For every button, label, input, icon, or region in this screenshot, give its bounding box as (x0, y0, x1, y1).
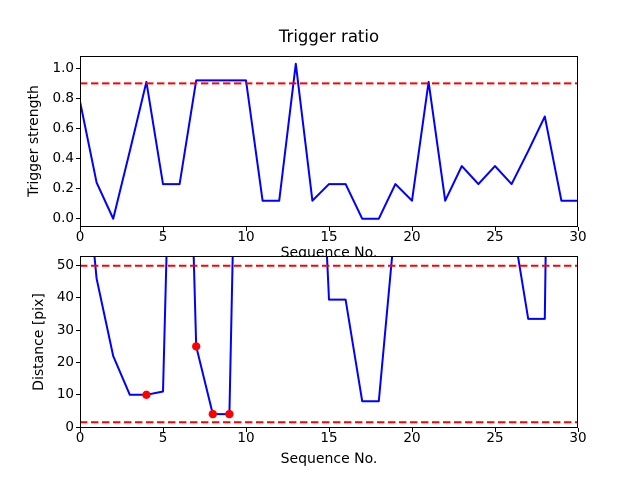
x-tick-mark (79, 227, 81, 231)
y-tick-mark (76, 127, 80, 129)
marker-dot-trigger-events (208, 409, 217, 419)
y-tick-mark (76, 158, 80, 160)
y-tick-label: 0.2 (52, 180, 74, 197)
y-tick-mark (76, 361, 80, 363)
x-tick-mark (494, 227, 496, 231)
x-tick-mark (245, 227, 247, 231)
x-tick-mark (411, 428, 413, 432)
y-tick-mark (76, 297, 80, 299)
x-tick-label: 15 (320, 430, 338, 446)
series-line-distance (93, 256, 547, 416)
axes-spines (80, 56, 578, 227)
y-tick-label: 40 (56, 289, 74, 306)
y-tick-label: 0.0 (52, 210, 74, 227)
y-tick-mark (76, 265, 80, 267)
x-tick-label: 25 (486, 229, 504, 245)
plot-area (80, 56, 578, 227)
marker-dot-trigger-events (225, 409, 234, 419)
x-tick-label: 30 (569, 229, 587, 245)
x-tick-mark (577, 428, 579, 432)
bottom-chart-xlabel: Sequence No. (280, 451, 378, 467)
y-tick-mark (76, 97, 80, 99)
x-tick-label: 25 (486, 430, 504, 446)
x-tick-mark (79, 428, 81, 432)
x-tick-mark (328, 227, 330, 231)
x-tick-mark (411, 227, 413, 231)
series-line-trigger-strength (80, 62, 578, 220)
y-tick-label: 0.8 (52, 89, 74, 106)
x-tick-label: 20 (403, 430, 421, 446)
x-tick-mark (494, 428, 496, 432)
bottom-chart-ylabel: Distance [pix] (31, 293, 47, 391)
x-tick-label: 0 (75, 229, 85, 245)
x-tick-label: 0 (75, 430, 85, 446)
x-tick-mark (577, 227, 579, 231)
axes-spines (80, 256, 578, 428)
y-tick-label: 50 (56, 257, 74, 274)
y-tick-label: 0 (65, 418, 74, 435)
x-tick-label: 30 (569, 430, 587, 446)
x-tick-label: 20 (403, 229, 421, 245)
x-tick-mark (328, 428, 330, 432)
marker-dot-trigger-events (142, 390, 151, 399)
y-tick-label: 30 (56, 321, 74, 338)
y-tick-mark (76, 67, 80, 69)
x-tick-mark (162, 428, 164, 432)
y-tick-label: 10 (56, 386, 74, 403)
y-tick-label: 20 (56, 353, 74, 370)
y-tick-label: 1.0 (52, 59, 74, 76)
y-tick-mark (76, 426, 80, 428)
marker-dot-trigger-events (192, 342, 201, 351)
x-tick-mark (245, 428, 247, 432)
y-tick-mark (76, 394, 80, 396)
x-tick-label: 5 (158, 430, 168, 446)
top-chart-title: Trigger ratio (278, 27, 380, 46)
top-axes-panel (80, 56, 578, 227)
x-tick-label: 15 (320, 229, 338, 245)
y-tick-mark (76, 188, 80, 190)
y-tick-label: 0.4 (52, 150, 74, 167)
x-tick-label: 10 (237, 229, 255, 245)
y-tick-mark (76, 329, 80, 331)
x-tick-label: 10 (237, 430, 255, 446)
x-tick-label: 5 (158, 229, 168, 245)
bottom-axes-panel (80, 256, 578, 428)
y-tick-label: 0.6 (52, 119, 74, 136)
plot-area (80, 256, 578, 428)
y-tick-mark (76, 218, 80, 220)
x-tick-mark (162, 227, 164, 231)
